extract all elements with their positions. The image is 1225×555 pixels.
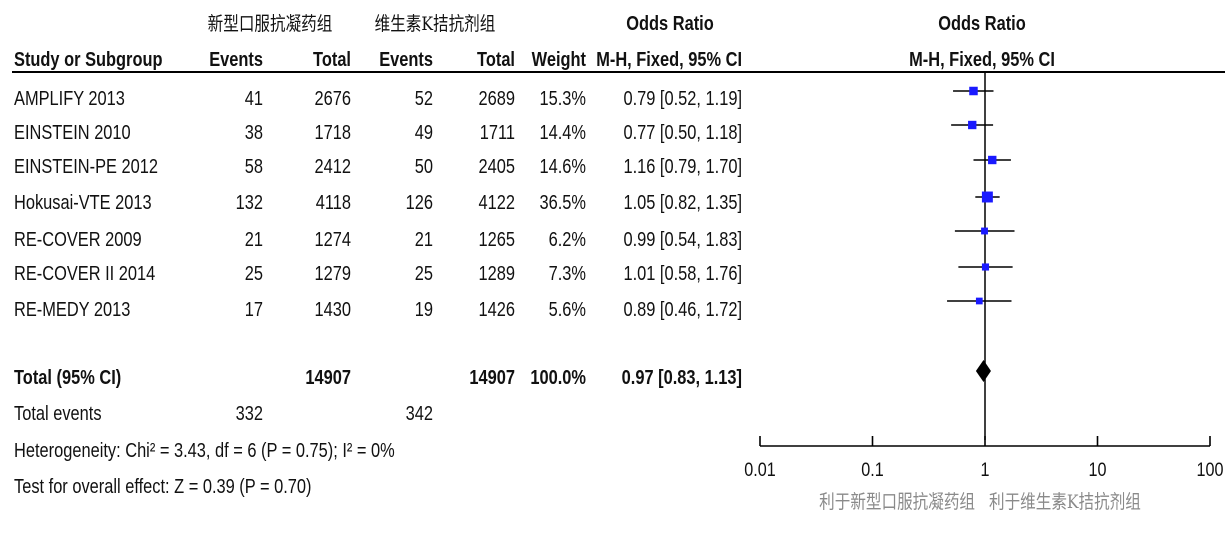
study-marker — [988, 155, 997, 165]
or-column-title: Odds Ratio — [626, 13, 714, 35]
total-1: 2412 — [314, 156, 351, 178]
total-2: 2689 — [478, 88, 515, 110]
col-or-ci: M-H, Fixed, 95% CI — [596, 49, 742, 71]
study-marker — [975, 297, 983, 305]
favours-control-label: 利于维生素K拮抗剂组 — [989, 491, 1141, 513]
group-header-control: 维生素K拮抗剂组 — [374, 13, 496, 35]
tick-label: 0.01 — [744, 459, 775, 481]
heterogeneity-text: Heterogeneity: Chi² = 3.43, df = 6 (P = … — [14, 440, 395, 462]
events-2: 52 — [414, 88, 433, 110]
study-name: EINSTEIN 2010 — [14, 122, 131, 144]
or-ci: 0.77 [0.50, 1.18] — [623, 122, 742, 144]
weight: 14.6% — [539, 156, 586, 178]
total-events-label: Total events — [14, 403, 102, 425]
weight: 15.3% — [539, 88, 586, 110]
study-name: RE-COVER 2009 — [14, 229, 142, 251]
total-2: 4122 — [478, 192, 515, 214]
overall-diamond — [975, 360, 991, 382]
total-2: 1289 — [478, 263, 515, 285]
study-marker — [969, 86, 978, 96]
events-2: 21 — [414, 229, 433, 251]
tick-label: 1 — [981, 459, 990, 481]
events-2: 126 — [405, 192, 433, 214]
total-n-2: 14907 — [469, 367, 515, 389]
col-events-2: Events — [379, 49, 433, 71]
plot-title: Odds Ratio — [938, 13, 1026, 35]
tick-label: 0.1 — [861, 459, 883, 481]
col-events-1: Events — [209, 49, 263, 71]
tick-label: 10 — [1089, 459, 1107, 481]
total-1: 1279 — [314, 263, 351, 285]
or-ci: 1.05 [0.82, 1.35] — [623, 192, 742, 214]
study-name: Hokusai-VTE 2013 — [14, 192, 152, 214]
weight: 14.4% — [539, 122, 586, 144]
overall-effect-text: Test for overall effect: Z = 0.39 (P = 0… — [14, 476, 312, 498]
col-study: Study or Subgroup — [14, 49, 163, 71]
favours-experimental-label: 利于新型口服抗凝药组 — [819, 491, 975, 513]
total-weight: 100.0% — [530, 367, 586, 389]
study-name: EINSTEIN-PE 2012 — [14, 156, 159, 178]
or-ci: 0.99 [0.54, 1.83] — [623, 229, 742, 251]
events-2: 19 — [414, 299, 433, 321]
weight: 6.2% — [548, 229, 586, 251]
total-1: 1718 — [314, 122, 351, 144]
total-1: 2676 — [314, 88, 351, 110]
or-ci: 0.79 [0.52, 1.19] — [623, 88, 742, 110]
tick-label: 100 — [1197, 459, 1224, 481]
events-1: 132 — [235, 192, 263, 214]
total-2: 1426 — [478, 299, 515, 321]
study-name: AMPLIFY 2013 — [14, 88, 125, 110]
or-ci: 1.16 [0.79, 1.70] — [623, 156, 742, 178]
events-2: 49 — [414, 122, 433, 144]
events-1: 38 — [244, 122, 263, 144]
or-ci: 1.01 [0.58, 1.76] — [623, 263, 742, 285]
study-name: RE-COVER II 2014 — [14, 263, 156, 285]
study-marker — [981, 191, 993, 203]
study-marker — [981, 227, 988, 235]
total-n-1: 14907 — [305, 367, 351, 389]
or-ci: 0.89 [0.46, 1.72] — [623, 299, 742, 321]
col-total-1: Total — [313, 49, 351, 71]
events-1: 25 — [244, 263, 263, 285]
total-events-1: 332 — [235, 403, 263, 425]
col-total-2: Total — [477, 49, 515, 71]
events-1: 17 — [244, 299, 263, 321]
study-marker — [968, 120, 977, 130]
weight: 36.5% — [539, 192, 586, 214]
events-1: 58 — [244, 156, 263, 178]
weight: 5.6% — [548, 299, 586, 321]
total-1: 1430 — [314, 299, 351, 321]
total-ci: 0.97 [0.83, 1.13] — [621, 367, 742, 389]
total-label: Total (95% CI) — [14, 367, 122, 389]
total-1: 4118 — [315, 192, 351, 214]
weight: 7.3% — [548, 263, 586, 285]
events-2: 25 — [414, 263, 433, 285]
total-events-2: 342 — [405, 403, 433, 425]
study-name: RE-MEDY 2013 — [14, 299, 131, 321]
total-2: 1265 — [478, 229, 515, 251]
events-1: 21 — [244, 229, 263, 251]
plot-subtitle: M-H, Fixed, 95% CI — [909, 49, 1055, 71]
study-marker — [981, 263, 990, 271]
group-header-experimental: 新型口服抗凝药组 — [207, 13, 333, 35]
events-1: 41 — [244, 88, 263, 110]
total-2: 1711 — [479, 122, 515, 144]
events-2: 50 — [414, 156, 433, 178]
total-1: 1274 — [314, 229, 351, 251]
col-weight: Weight — [531, 49, 586, 71]
total-2: 2405 — [478, 156, 515, 178]
